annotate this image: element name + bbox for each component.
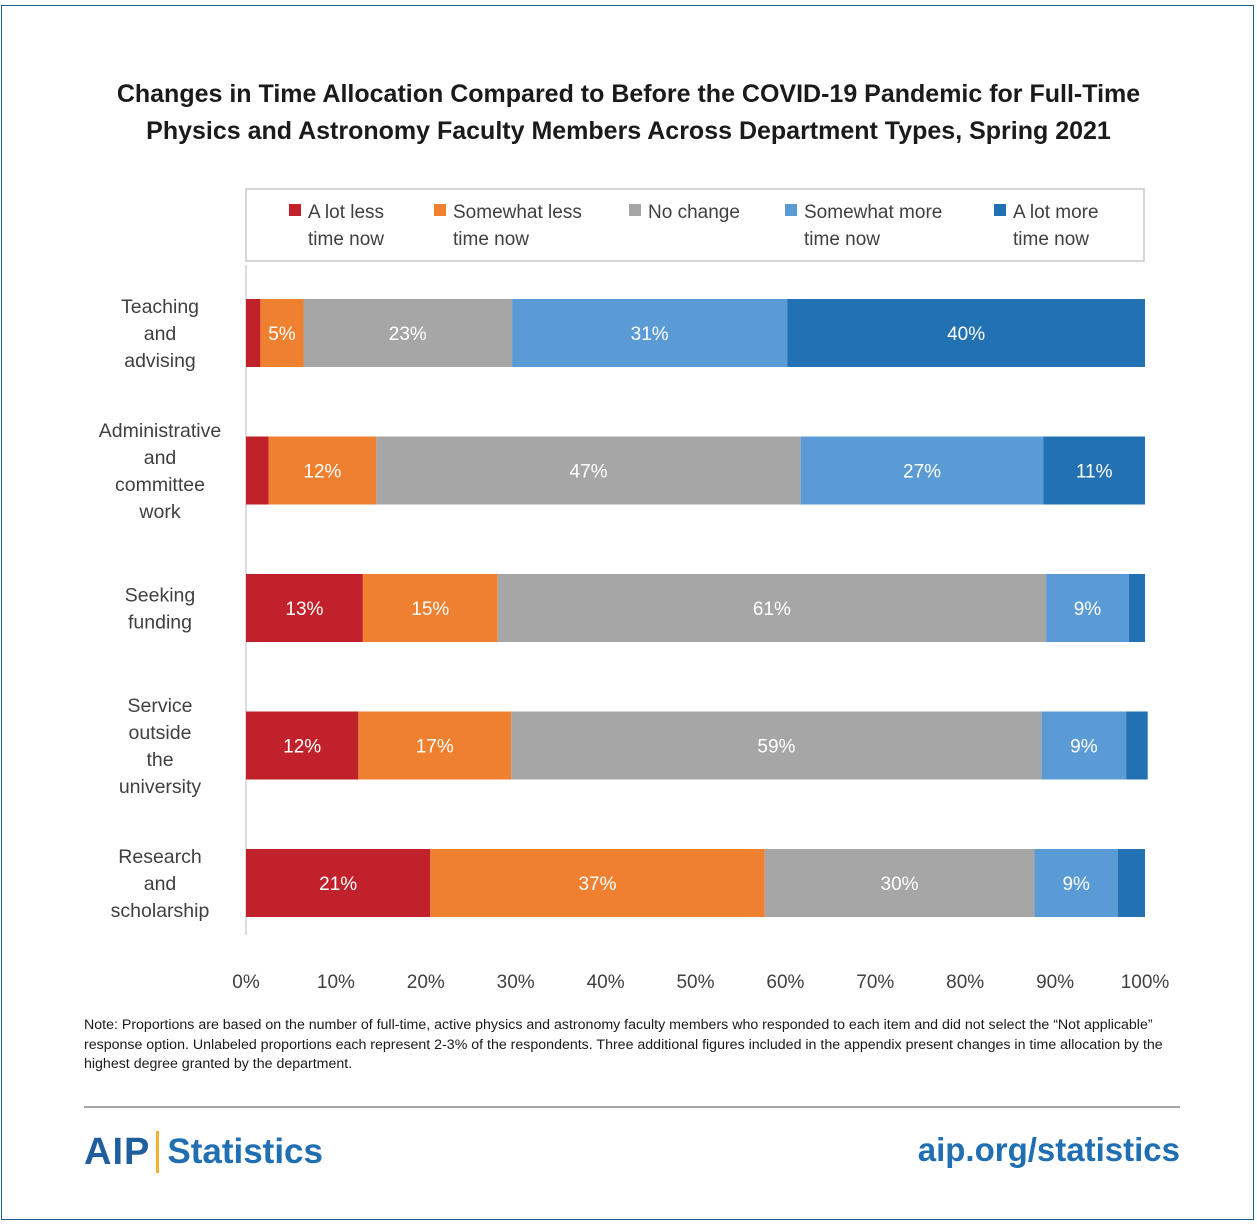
x-tick-label: 40% [587, 972, 625, 993]
bar-segment [260, 299, 304, 367]
bar-segment [1126, 711, 1148, 780]
bar-segment [430, 849, 765, 917]
x-tick-label: 20% [407, 972, 445, 993]
bar-segment [512, 299, 788, 367]
bar-segment [1128, 574, 1145, 642]
chart-note: Note: Proportions are based on the numbe… [84, 1017, 1163, 1072]
data-label: 23% [389, 324, 427, 345]
data-label: 12% [283, 737, 321, 758]
legend-label: Somewhat more [804, 202, 942, 223]
legend-label: time now [1013, 229, 1089, 250]
legend-label: A lot less [308, 202, 384, 223]
data-label: 15% [411, 599, 449, 620]
legend-swatch [629, 204, 641, 216]
data-label: 21% [319, 874, 357, 895]
data-label: 27% [903, 462, 941, 483]
category-label: work [138, 501, 180, 523]
bar-segment [764, 849, 1035, 917]
chart-title-line-2: Physics and Astronomy Faculty Members Ac… [146, 117, 1111, 145]
category-label: and [144, 323, 177, 345]
x-tick-label: 80% [946, 972, 984, 993]
bar-segment [497, 574, 1047, 642]
stacked-bar-chart: A lot less time now Somewhat less time now N… [99, 188, 1170, 993]
category-label: advising [124, 350, 196, 372]
category-label: the [146, 749, 173, 771]
x-tick-label: 30% [497, 972, 535, 993]
legend-swatch [785, 204, 797, 216]
bar-segment [246, 849, 431, 917]
logo-statistics-text: Statistics [167, 1132, 323, 1171]
legend-swatch [289, 204, 301, 216]
legend-label: time now [453, 229, 529, 250]
data-label: 40% [947, 324, 985, 345]
legend-label: time now [308, 229, 384, 250]
data-label: 59% [757, 737, 795, 758]
bar-segment [1034, 849, 1119, 917]
bar-segment [376, 436, 801, 505]
bar-segment [246, 436, 269, 505]
x-tick-label: 90% [1036, 972, 1074, 993]
x-tick-label: 0% [232, 972, 260, 993]
bar-segment [362, 574, 498, 642]
legend-label: Somewhat less [453, 202, 582, 223]
data-label: 9% [1070, 737, 1098, 758]
category-label: Teaching [121, 296, 199, 318]
category-label: Administrative [99, 420, 221, 442]
category-label: scholarship [111, 900, 210, 922]
legend-swatch [434, 204, 446, 216]
bar-segment [1041, 711, 1127, 780]
data-label: 13% [285, 599, 323, 620]
aip-statistics-logo: AIP Statistics [84, 1128, 323, 1176]
logo-divider-bar [156, 1131, 160, 1173]
category-label: and [144, 447, 177, 469]
data-label: 5% [268, 324, 296, 345]
bar-segment [268, 436, 377, 505]
bar-segment [511, 711, 1042, 780]
x-tick-label: 60% [766, 972, 804, 993]
legend-box [245, 188, 1145, 262]
bar-segment [1046, 574, 1129, 642]
x-tick-label: 70% [856, 972, 894, 993]
category-label: and [144, 873, 177, 895]
data-label: 17% [416, 737, 454, 758]
bar-segment [800, 436, 1044, 505]
data-label: 37% [578, 874, 616, 895]
bar-segment [1118, 849, 1145, 917]
bar-segment [1043, 436, 1145, 505]
bar-segment [246, 299, 261, 367]
data-label: 47% [570, 462, 608, 483]
chart-title: Changes in Time Allocation Compared to B… [0, 76, 1257, 150]
data-label: 31% [631, 324, 669, 345]
data-label: 9% [1062, 874, 1090, 895]
legend-label: No change [648, 202, 740, 223]
category-label: funding [128, 612, 192, 634]
bar-segment [246, 574, 363, 642]
legend-label: time now [804, 229, 880, 250]
bar-segment [358, 711, 512, 780]
footer-url: aip.org/statistics [917, 1131, 1180, 1168]
x-tick-label: 50% [676, 972, 714, 993]
x-tick-label: 10% [317, 972, 355, 993]
x-tick-label: 100% [1121, 972, 1170, 993]
footer-divider [84, 1106, 1180, 1108]
data-label: 9% [1074, 599, 1102, 620]
category-label: Service [127, 695, 192, 717]
bar-segment [787, 299, 1145, 367]
category-label: committee [115, 474, 205, 496]
logo-aip-text: AIP [84, 1130, 151, 1173]
category-label: Seeking [125, 585, 195, 607]
category-label: university [119, 776, 202, 798]
legend-label: A lot more [1013, 202, 1099, 223]
legend-swatch [994, 204, 1006, 216]
data-label: 30% [881, 874, 919, 895]
category-label: Research [118, 846, 201, 868]
data-label: 12% [303, 462, 341, 483]
chart-frame [1, 5, 1254, 1220]
bar-segment [246, 711, 359, 780]
data-label: 11% [1076, 462, 1113, 483]
data-label: 61% [753, 599, 791, 620]
bar-segment [303, 299, 513, 367]
category-label: outside [129, 722, 192, 744]
chart-title-line-1: Changes in Time Allocation Compared to B… [116, 80, 1141, 108]
